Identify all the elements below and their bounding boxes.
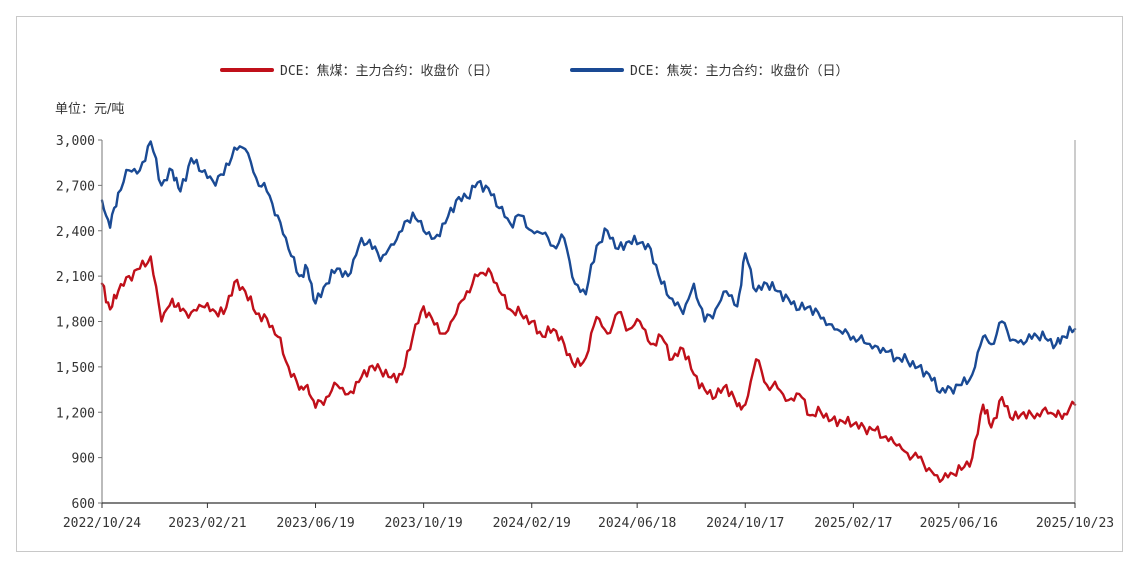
y-tick-label: 3,000 bbox=[56, 134, 95, 149]
legend-label-coke: DCE：焦炭：主力合约：收盘价（日） bbox=[630, 63, 848, 79]
y-tick-label: 2,100 bbox=[56, 270, 95, 285]
x-tick-label: 2024/06/18 bbox=[598, 516, 676, 531]
y-tick-label: 1,200 bbox=[56, 406, 95, 421]
legend-label-coking-coal: DCE：焦煤：主力合约：收盘价（日） bbox=[280, 63, 498, 79]
line-chart: DCE：焦煤：主力合约：收盘价（日） DCE：焦炭：主力合约：收盘价（日） 单位… bbox=[55, 63, 1114, 531]
y-tick-label: 1,800 bbox=[56, 316, 95, 331]
y-tick-label: 2,700 bbox=[56, 179, 95, 194]
x-tick-label: 2023/06/19 bbox=[276, 516, 354, 531]
x-tick-label: 2024/02/19 bbox=[493, 516, 571, 531]
chart-frame: DCE：焦煤：主力合约：收盘价（日） DCE：焦炭：主力合约：收盘价（日） 单位… bbox=[16, 16, 1123, 552]
x-tick-label: 2025/10/23 bbox=[1036, 516, 1114, 531]
x-tick-label: 2023/10/19 bbox=[384, 516, 462, 531]
series-line-coke bbox=[100, 140, 1077, 395]
legend: DCE：焦煤：主力合约：收盘价（日） DCE：焦炭：主力合约：收盘价（日） bbox=[220, 63, 848, 79]
y-tick-label: 600 bbox=[72, 497, 95, 512]
x-tick-label: 2022/10/24 bbox=[63, 516, 141, 531]
unit-label: 单位：元/吨 bbox=[55, 102, 124, 117]
x-tick-label: 2023/02/21 bbox=[168, 516, 246, 531]
x-tick-label: 2024/10/17 bbox=[706, 516, 784, 531]
y-tick-label: 900 bbox=[72, 452, 95, 467]
x-tick-label: 2025/06/16 bbox=[920, 516, 998, 531]
x-tick-label: 2025/02/17 bbox=[814, 516, 892, 531]
series-line-coking-coal bbox=[100, 255, 1077, 483]
y-tick-label: 1,500 bbox=[56, 361, 95, 376]
y-tick-label: 2,400 bbox=[56, 225, 95, 240]
